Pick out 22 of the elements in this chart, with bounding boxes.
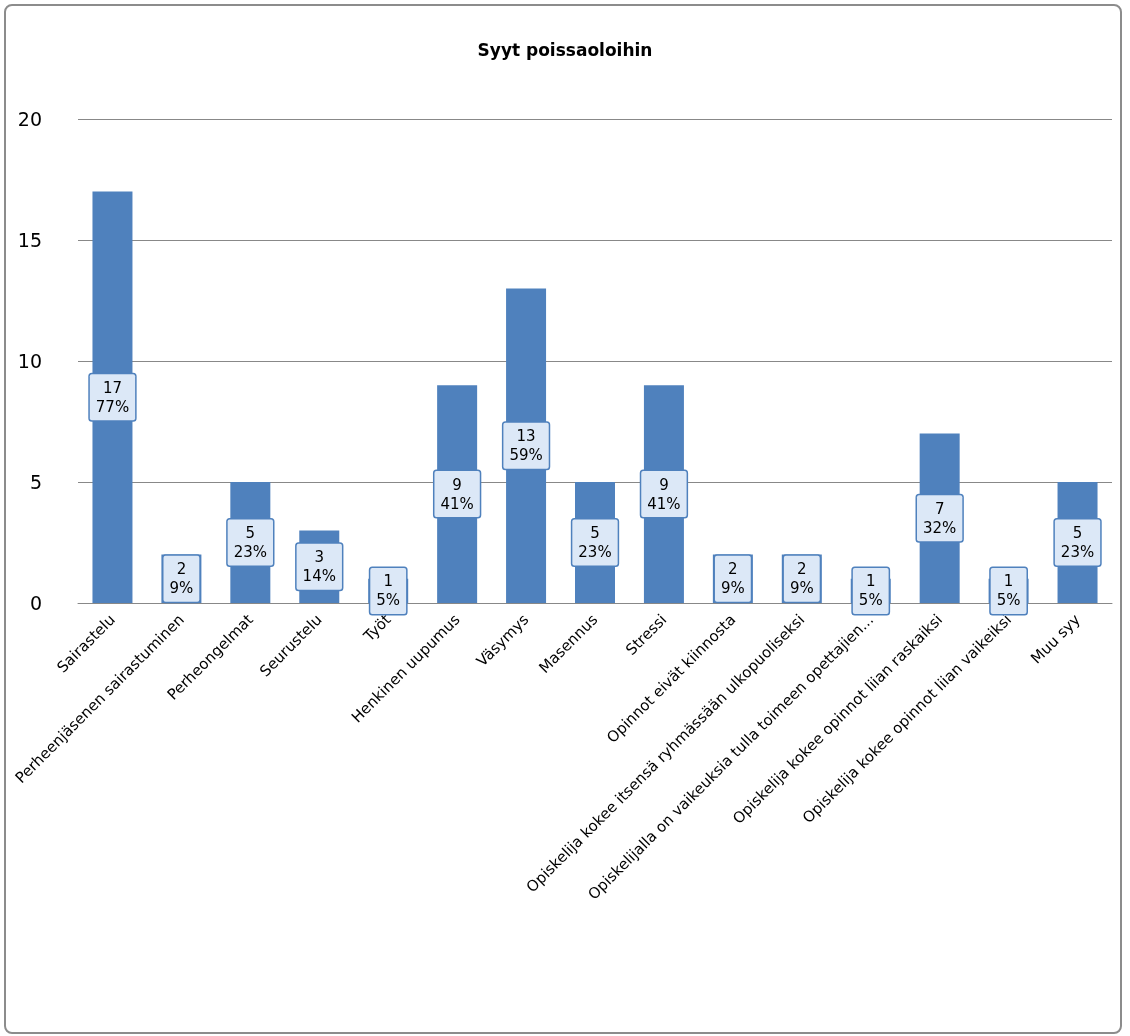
data-label: 2 9% <box>720 560 745 598</box>
y-tick-label: 20 <box>17 108 42 130</box>
data-label: 13 59% <box>509 427 543 465</box>
data-label: 1 5% <box>858 572 883 610</box>
data-label: 5 23% <box>1060 524 1095 561</box>
data-label: 7 32% <box>922 499 957 537</box>
data-label: 2 9% <box>169 560 194 598</box>
data-label: 3 14% <box>302 548 336 586</box>
data-label: 5 23% <box>233 524 268 561</box>
y-tick-label: 0 <box>29 592 42 614</box>
data-label: 5 23% <box>578 524 612 561</box>
data-label: 1 5% <box>376 572 401 610</box>
data-label: 9 41% <box>647 475 681 513</box>
data-label: 9 41% <box>440 475 474 513</box>
data-label: 17 77% <box>95 378 130 416</box>
chart-title: Syyt poissaoloihin <box>477 39 653 60</box>
y-tick-label: 15 <box>17 229 42 251</box>
data-label: 2 9% <box>789 560 814 598</box>
y-tick-label: 10 <box>17 350 42 372</box>
y-tick-label: 5 <box>29 471 42 493</box>
x-tick-label: Työt <box>359 610 395 646</box>
data-label: 1 5% <box>996 572 1021 610</box>
